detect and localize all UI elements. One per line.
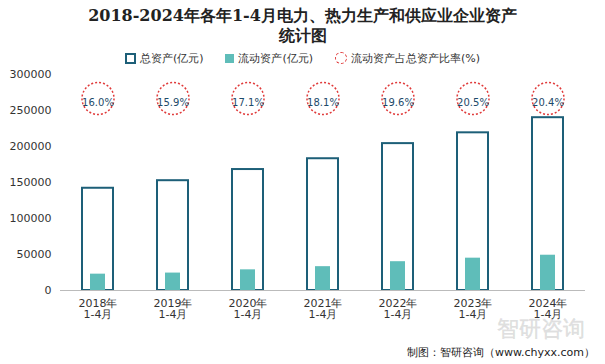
svg-text:100000: 100000 <box>10 212 52 225</box>
svg-text:2020年1-4月: 2020年1-4月 <box>229 297 268 321</box>
svg-text:2021年1-4月: 2021年1-4月 <box>304 297 343 321</box>
svg-text:200000: 200000 <box>10 140 52 153</box>
svg-text:2019年1-4月: 2019年1-4月 <box>154 297 193 321</box>
svg-text:2022年1-4月: 2022年1-4月 <box>379 297 418 321</box>
svg-text:2018年1-4月: 2018年1-4月 <box>79 297 118 321</box>
html-text:智研咨询: 智研咨询 <box>497 316 585 341</box>
svg-text:2023年1-4月: 2023年1-4月 <box>454 297 493 321</box>
svg-text:17.1%: 17.1% <box>232 97 264 108</box>
html-text:总资产(亿元): 总资产(亿元) <box>139 51 204 65</box>
svg-text:15.9%: 15.9% <box>157 97 189 108</box>
svg-text:150000: 150000 <box>10 176 52 189</box>
svg-text:16.0%: 16.0% <box>82 97 114 108</box>
html-text:流动资产(亿元): 流动资产(亿元) <box>238 51 314 65</box>
svg-text:20.5%: 20.5% <box>457 97 489 108</box>
svg-text:19.6%: 19.6% <box>382 97 414 108</box>
svg-text:250000: 250000 <box>10 104 52 117</box>
html-text:流动资产占总资产比率(%): 流动资产占总资产比率(%) <box>351 51 481 65</box>
html-text:2024年: 2024年 <box>528 297 568 311</box>
html-text:制图：智研咨询（www.chyxx.com）: 制图：智研咨询（www.chyxx.com） <box>407 346 595 359</box>
html-text:1-4月: 1-4月 <box>533 308 563 322</box>
svg-text:50000: 50000 <box>17 248 52 261</box>
html-text:2018-2024年各年1-4月电力、热力生产和供应业企业资: 2018-2024年各年1-4月电力、热力生产和供应业企业资产统计图 <box>88 6 517 45</box>
svg-text:18.1%: 18.1% <box>307 97 339 108</box>
svg-text:300000: 300000 <box>10 68 52 81</box>
svg-text:0: 0 <box>45 284 52 297</box>
svg-text:20.4%: 20.4% <box>532 97 564 108</box>
